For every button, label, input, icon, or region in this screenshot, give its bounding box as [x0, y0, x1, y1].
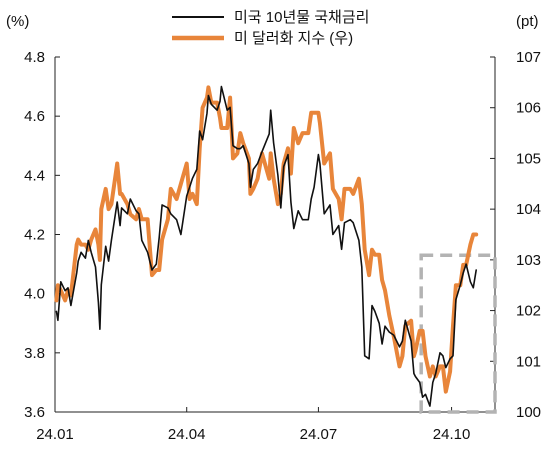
legend-item-treasury-yield-label: 미국 10년물 국채금리: [234, 9, 369, 26]
y-right-tick-label: 102: [516, 303, 541, 320]
y-left-tick-label: 4.0: [24, 286, 45, 303]
x-tick-label: 24.01: [36, 426, 74, 443]
y-right-tick-label: 100: [516, 404, 541, 421]
y-right-tick-label: 106: [516, 100, 541, 117]
y-left-tick-label: 4.2: [24, 227, 45, 244]
y-right-tick-label: 103: [516, 252, 541, 269]
y-right-tick-label: 105: [516, 150, 541, 167]
y-left-tick-label: 3.8: [24, 345, 45, 362]
series-line-dollar-index: [54, 85, 479, 394]
y-right-tick-label: 104: [516, 201, 541, 218]
y-left-tick-label: 3.6: [24, 404, 45, 421]
y-right-unit-label: (pt): [516, 13, 539, 30]
x-tick-label: 24.04: [168, 426, 206, 443]
x-tick-label: 24.10: [433, 426, 471, 443]
legend-item-dollar-index-label: 미 달러화 지수 (우): [234, 30, 353, 47]
y-right-tick-label: 101: [516, 353, 541, 370]
y-right-tick-label: 107: [516, 49, 541, 66]
y-left-tick-label: 4.4: [24, 167, 45, 184]
y-left-unit-label: (%): [6, 13, 29, 30]
series-line-treasury-yield: [55, 85, 477, 407]
series-lines: [54, 85, 479, 407]
axes: 4.8 4.6 4.4 4.2 4.0 3.8 3.6 107 106 105 104 103 102 1…: [24, 49, 541, 443]
y-left-tick-label: 4.6: [24, 108, 45, 125]
y-left-tick-label: 4.8: [24, 49, 45, 66]
x-tick-label: 24.07: [300, 426, 338, 443]
